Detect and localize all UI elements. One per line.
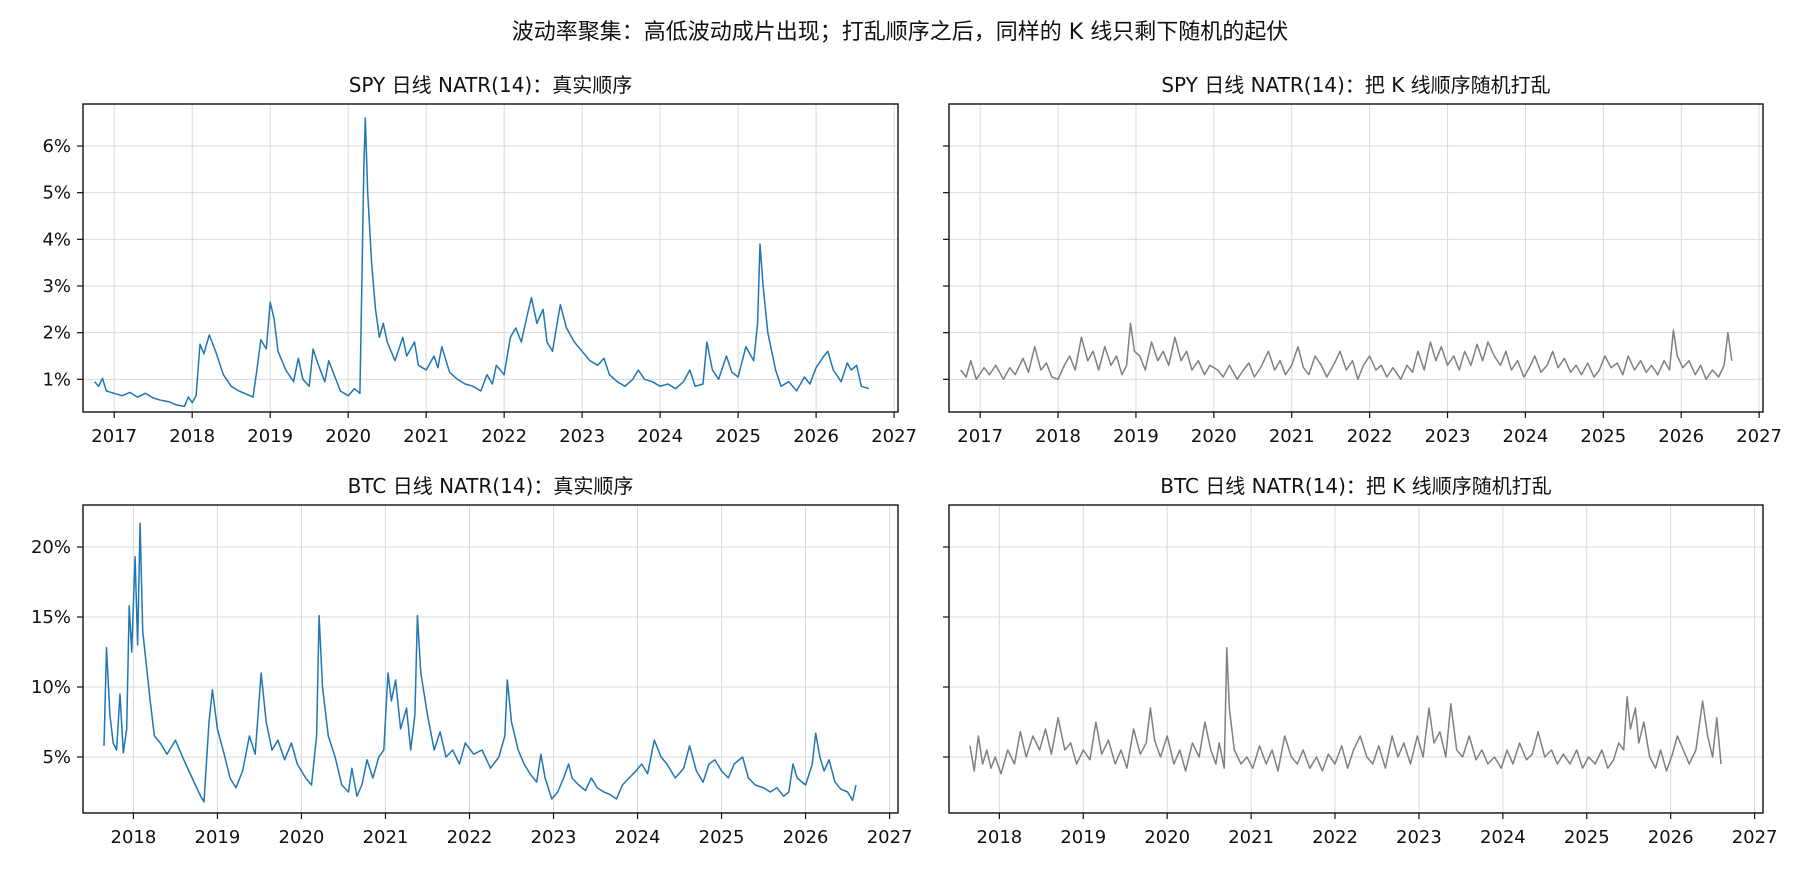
x-tick-label: 2019 <box>195 827 241 848</box>
x-tick-label: 2023 <box>1396 827 1442 848</box>
x-tick-label: 2024 <box>1503 426 1549 447</box>
x-tick-label: 2023 <box>531 827 577 848</box>
x-tick-label: 2026 <box>1648 827 1694 848</box>
x-tick-label: 2025 <box>1564 827 1610 848</box>
spy-shuffled-natr-line <box>960 322 1733 381</box>
x-tick-label: 2024 <box>615 827 661 848</box>
x-tick-label: 2022 <box>1312 827 1358 848</box>
btc-shuffled-panel: 2018 2019 2020 2021 2022 2023 2024 2025 2026 2027… <box>943 474 1778 848</box>
btc-real-title: BTC 日线 NATR(14)：真实顺序 <box>348 474 634 498</box>
btc-real-axes-frame <box>82 504 899 814</box>
y-tick-label: 20% <box>31 537 71 558</box>
x-tick-label: 2018 <box>169 426 215 447</box>
x-tick-label: 2018 <box>1035 426 1081 447</box>
x-tick-label: 2017 <box>957 426 1003 447</box>
x-tick-label: 2022 <box>447 827 493 848</box>
figure-title: 波动率聚集：高低波动成片出现；打乱顺序之后，同样的 K 线只剩下随机的起伏 <box>511 20 1289 45</box>
y-tick-label: 15% <box>31 607 71 628</box>
x-tick-label: 2023 <box>559 426 605 447</box>
x-tick-label: 2027 <box>867 827 913 848</box>
spy-real-panel: 2017 2018 2019 2020 2021 2022 2023 2024 2025 2026… <box>42 73 917 447</box>
x-tick-label: 2025 <box>1580 426 1626 447</box>
x-tick-label: 2018 <box>976 827 1022 848</box>
spy-shuffled-panel: 2017 2018 2019 2020 2021 2022 2023 2024 2025 2026… <box>943 73 1782 447</box>
x-tick-label: 2027 <box>1736 426 1782 447</box>
x-tick-label: 2026 <box>783 827 829 848</box>
x-tick-label: 2026 <box>1658 426 1704 447</box>
spy-real-axes-frame <box>82 103 899 413</box>
x-tick-label: 2021 <box>363 827 409 848</box>
y-tick-label: 5% <box>42 183 71 204</box>
x-tick-label: 2018 <box>111 827 157 848</box>
y-tick-label: 4% <box>42 229 71 250</box>
y-tick-label: 10% <box>31 677 71 698</box>
x-tick-label: 2017 <box>91 426 137 447</box>
x-tick-label: 2020 <box>1191 426 1237 447</box>
x-tick-label: 2024 <box>637 426 683 447</box>
x-tick-label: 2023 <box>1425 426 1471 447</box>
x-tick-label: 2022 <box>481 426 527 447</box>
x-tick-label: 2022 <box>1347 426 1393 447</box>
btc-shuffled-natr-line <box>969 647 1722 775</box>
y-tick-label: 1% <box>42 369 71 390</box>
btc-shuffled-axes-frame <box>948 504 1764 814</box>
x-tick-label: 2020 <box>279 827 325 848</box>
x-tick-label: 2026 <box>793 426 839 447</box>
x-tick-label: 2020 <box>325 426 371 447</box>
y-tick-label: 2% <box>42 323 71 344</box>
y-tick-label: 3% <box>42 276 71 297</box>
btc-shuffled-title: BTC 日线 NATR(14)：把 K 线顺序随机打乱 <box>1160 474 1552 498</box>
y-tick-label: 5% <box>42 747 71 768</box>
x-tick-label: 2027 <box>1732 827 1778 848</box>
x-tick-label: 2020 <box>1144 827 1190 848</box>
btc-real-natr-line <box>103 522 857 803</box>
btc-real-panel: 2018 2019 2020 2021 2022 2023 2024 2025 2026 2027… <box>31 474 913 848</box>
x-tick-label: 2027 <box>871 426 917 447</box>
x-tick-label: 2019 <box>1060 827 1106 848</box>
x-tick-label: 2019 <box>247 426 293 447</box>
x-tick-label: 2024 <box>1480 827 1526 848</box>
spy-shuffled-axes-frame <box>948 103 1764 413</box>
x-tick-label: 2025 <box>715 426 761 447</box>
x-tick-label: 2019 <box>1113 426 1159 447</box>
x-tick-label: 2021 <box>403 426 449 447</box>
spy-real-title: SPY 日线 NATR(14)：真实顺序 <box>349 73 633 97</box>
x-tick-label: 2021 <box>1228 827 1274 848</box>
y-tick-label: 6% <box>42 136 71 157</box>
x-tick-label: 2025 <box>699 827 745 848</box>
spy-shuffled-title: SPY 日线 NATR(14)：把 K 线顺序随机打乱 <box>1161 73 1550 97</box>
spy-real-natr-line <box>94 117 870 408</box>
x-tick-label: 2021 <box>1269 426 1315 447</box>
